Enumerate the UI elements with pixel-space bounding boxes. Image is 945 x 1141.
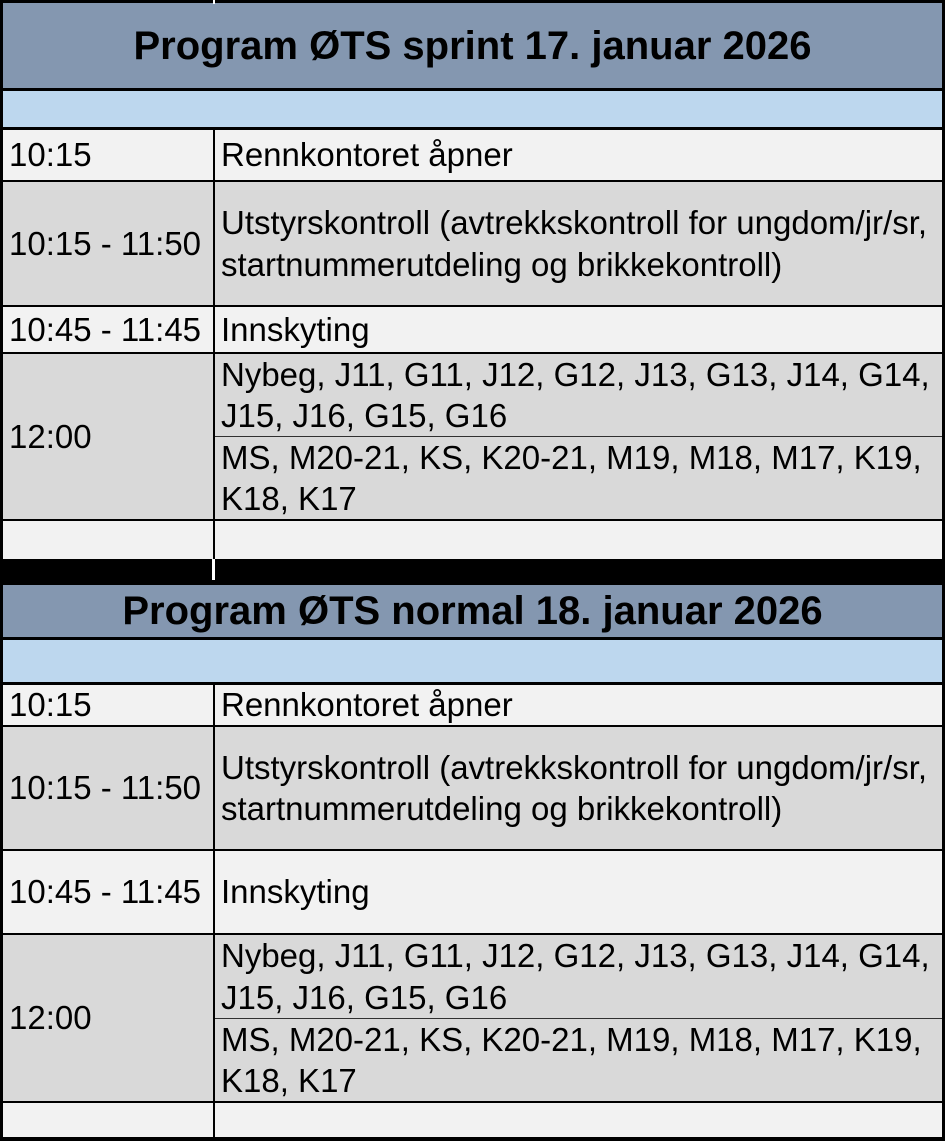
time-cell: 12:00 bbox=[3, 935, 215, 1101]
row-start-1200: 12:00 Nybeg, J11, G11, J12, G12, J13, G1… bbox=[3, 935, 942, 1103]
description-cell: Utstyrskontroll (avtrekkskontroll for un… bbox=[221, 748, 928, 827]
time-cell bbox=[3, 1103, 215, 1137]
time-cell bbox=[3, 521, 215, 559]
time-cell: 12:00 bbox=[3, 354, 215, 519]
time-cell: 10:45 - 11:45 bbox=[3, 851, 215, 933]
time-cell: 10:15 - 11:50 bbox=[3, 182, 215, 305]
row-utstyrskontroll: 10:15 - 11:50 Utstyrskontroll (avtrekksk… bbox=[3, 182, 942, 307]
row-start-1200: 12:00 Nybeg, J11, G11, J12, G12, J13, G1… bbox=[3, 354, 942, 521]
description-cell: Innskyting bbox=[221, 873, 370, 911]
description-cell: Utstyrskontroll (avtrekkskontroll for un… bbox=[221, 204, 928, 283]
description-cell: Rennkontoret åpner bbox=[221, 136, 513, 174]
start-group-divider bbox=[215, 1018, 942, 1019]
start-groups: Nybeg, J11, G11, J12, G12, J13, G13, J14… bbox=[215, 935, 942, 1101]
start-groups-senior: MS, M20-21, KS, K20-21, M19, M18, M17, K… bbox=[221, 1020, 922, 1099]
top-column-divider-tick bbox=[213, 0, 215, 4]
row-empty bbox=[3, 521, 942, 559]
row-rennkontor: 10:15 Rennkontoret åpner bbox=[3, 130, 942, 182]
spacer-row bbox=[3, 640, 942, 685]
spacer-row bbox=[3, 91, 942, 130]
time-cell: 10:15 - 11:50 bbox=[3, 727, 215, 849]
normal-program-table: Program ØTS normal 18. januar 2026 10:15… bbox=[0, 585, 945, 1141]
start-groups-youth: Nybeg, J11, G11, J12, G12, J13, G13, J14… bbox=[221, 937, 930, 1016]
time-cell: 10:15 bbox=[3, 130, 215, 180]
start-groups-senior: MS, M20-21, KS, K20-21, M19, M18, M17, K… bbox=[221, 438, 922, 517]
start-group-divider bbox=[215, 436, 942, 437]
time-cell: 10:45 - 11:45 bbox=[3, 307, 215, 352]
description-cell: Rennkontoret åpner bbox=[221, 686, 513, 724]
start-groups: Nybeg, J11, G11, J12, G12, J13, G13, J14… bbox=[215, 354, 942, 519]
row-rennkontor: 10:15 Rennkontoret åpner bbox=[3, 685, 942, 727]
description-cell bbox=[215, 1103, 942, 1137]
sprint-program-table: Program ØTS sprint 17. januar 2026 10:15… bbox=[0, 0, 945, 559]
row-innskyting: 10:45 - 11:45 Innskyting bbox=[3, 307, 942, 354]
table-title: Program ØTS sprint 17. januar 2026 bbox=[3, 3, 942, 91]
row-innskyting: 10:45 - 11:45 Innskyting bbox=[3, 851, 942, 935]
row-utstyrskontroll: 10:15 - 11:50 Utstyrskontroll (avtrekksk… bbox=[3, 727, 942, 851]
separator-column-divider-tick bbox=[212, 559, 215, 580]
table-title: Program ØTS normal 18. januar 2026 bbox=[3, 585, 942, 640]
description-cell bbox=[215, 521, 942, 559]
time-cell: 10:15 bbox=[3, 685, 215, 725]
start-groups-youth: Nybeg, J11, G11, J12, G12, J13, G13, J14… bbox=[221, 355, 930, 434]
description-cell: Innskyting bbox=[221, 310, 370, 348]
row-empty bbox=[3, 1103, 942, 1137]
table-separator-band bbox=[0, 559, 945, 585]
